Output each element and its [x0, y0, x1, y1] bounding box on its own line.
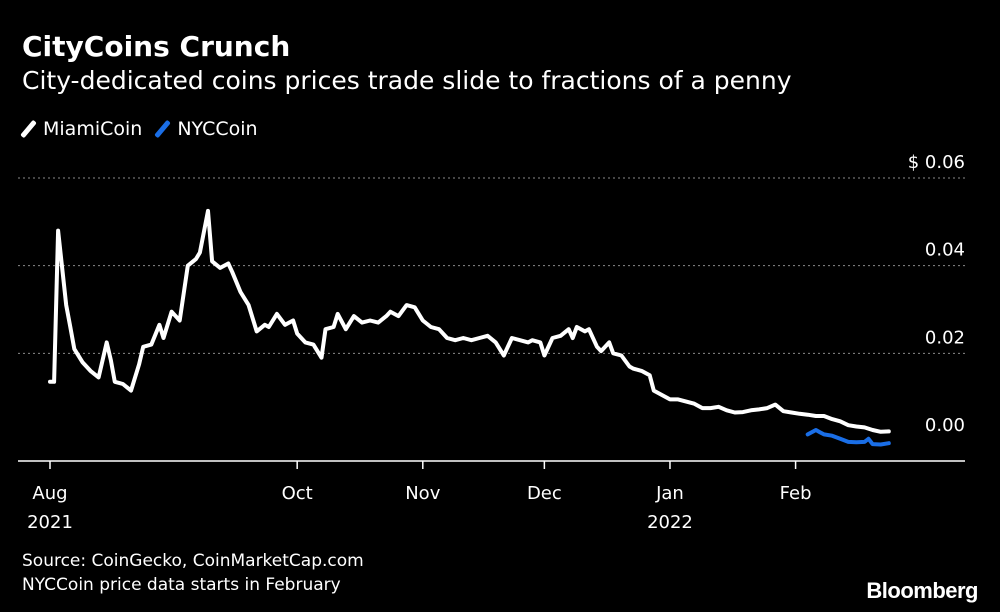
x-tick-label-3: Dec — [527, 483, 562, 504]
x-tick-label-4: Jan — [655, 483, 684, 504]
y-tick-label-2: 0.04 — [925, 240, 965, 261]
legend-label-nyccoin: NYCCoin — [177, 118, 258, 140]
x-tick-label-5: Feb — [780, 483, 812, 504]
y-tick-label-3: $ 0.06 — [908, 152, 965, 173]
bloomberg-logo: Bloomberg — [866, 578, 978, 603]
y-tick-label-1: 0.02 — [925, 327, 965, 348]
series-line-miamicoin — [48, 208, 891, 434]
legend-label-miamicoin: MiamiCoin — [43, 118, 143, 140]
source-note: Source: CoinGecko, CoinMarketCap.com — [22, 551, 364, 571]
legend: MiamiCoin NYCCoin — [20, 118, 272, 140]
footnote: NYCCoin price data starts in February — [22, 575, 341, 595]
series-line-nyccoin — [805, 428, 891, 447]
x-tick-sublabel-0: 2021 — [27, 512, 73, 533]
x-tick-label-2: Nov — [405, 483, 440, 504]
legend-item-nyccoin: NYCCoin — [154, 118, 258, 140]
chart-subtitle: City-dedicated coins prices trade slide … — [22, 66, 792, 95]
legend-item-miamicoin: MiamiCoin — [20, 118, 143, 140]
x-tick-sublabel-4: 2022 — [647, 512, 693, 533]
x-tick-label-1: Oct — [282, 483, 313, 504]
chart-title: CityCoins Crunch — [22, 30, 291, 63]
y-tick-label-0: 0.00 — [925, 415, 965, 436]
x-tick-label-0: Aug — [32, 483, 67, 504]
